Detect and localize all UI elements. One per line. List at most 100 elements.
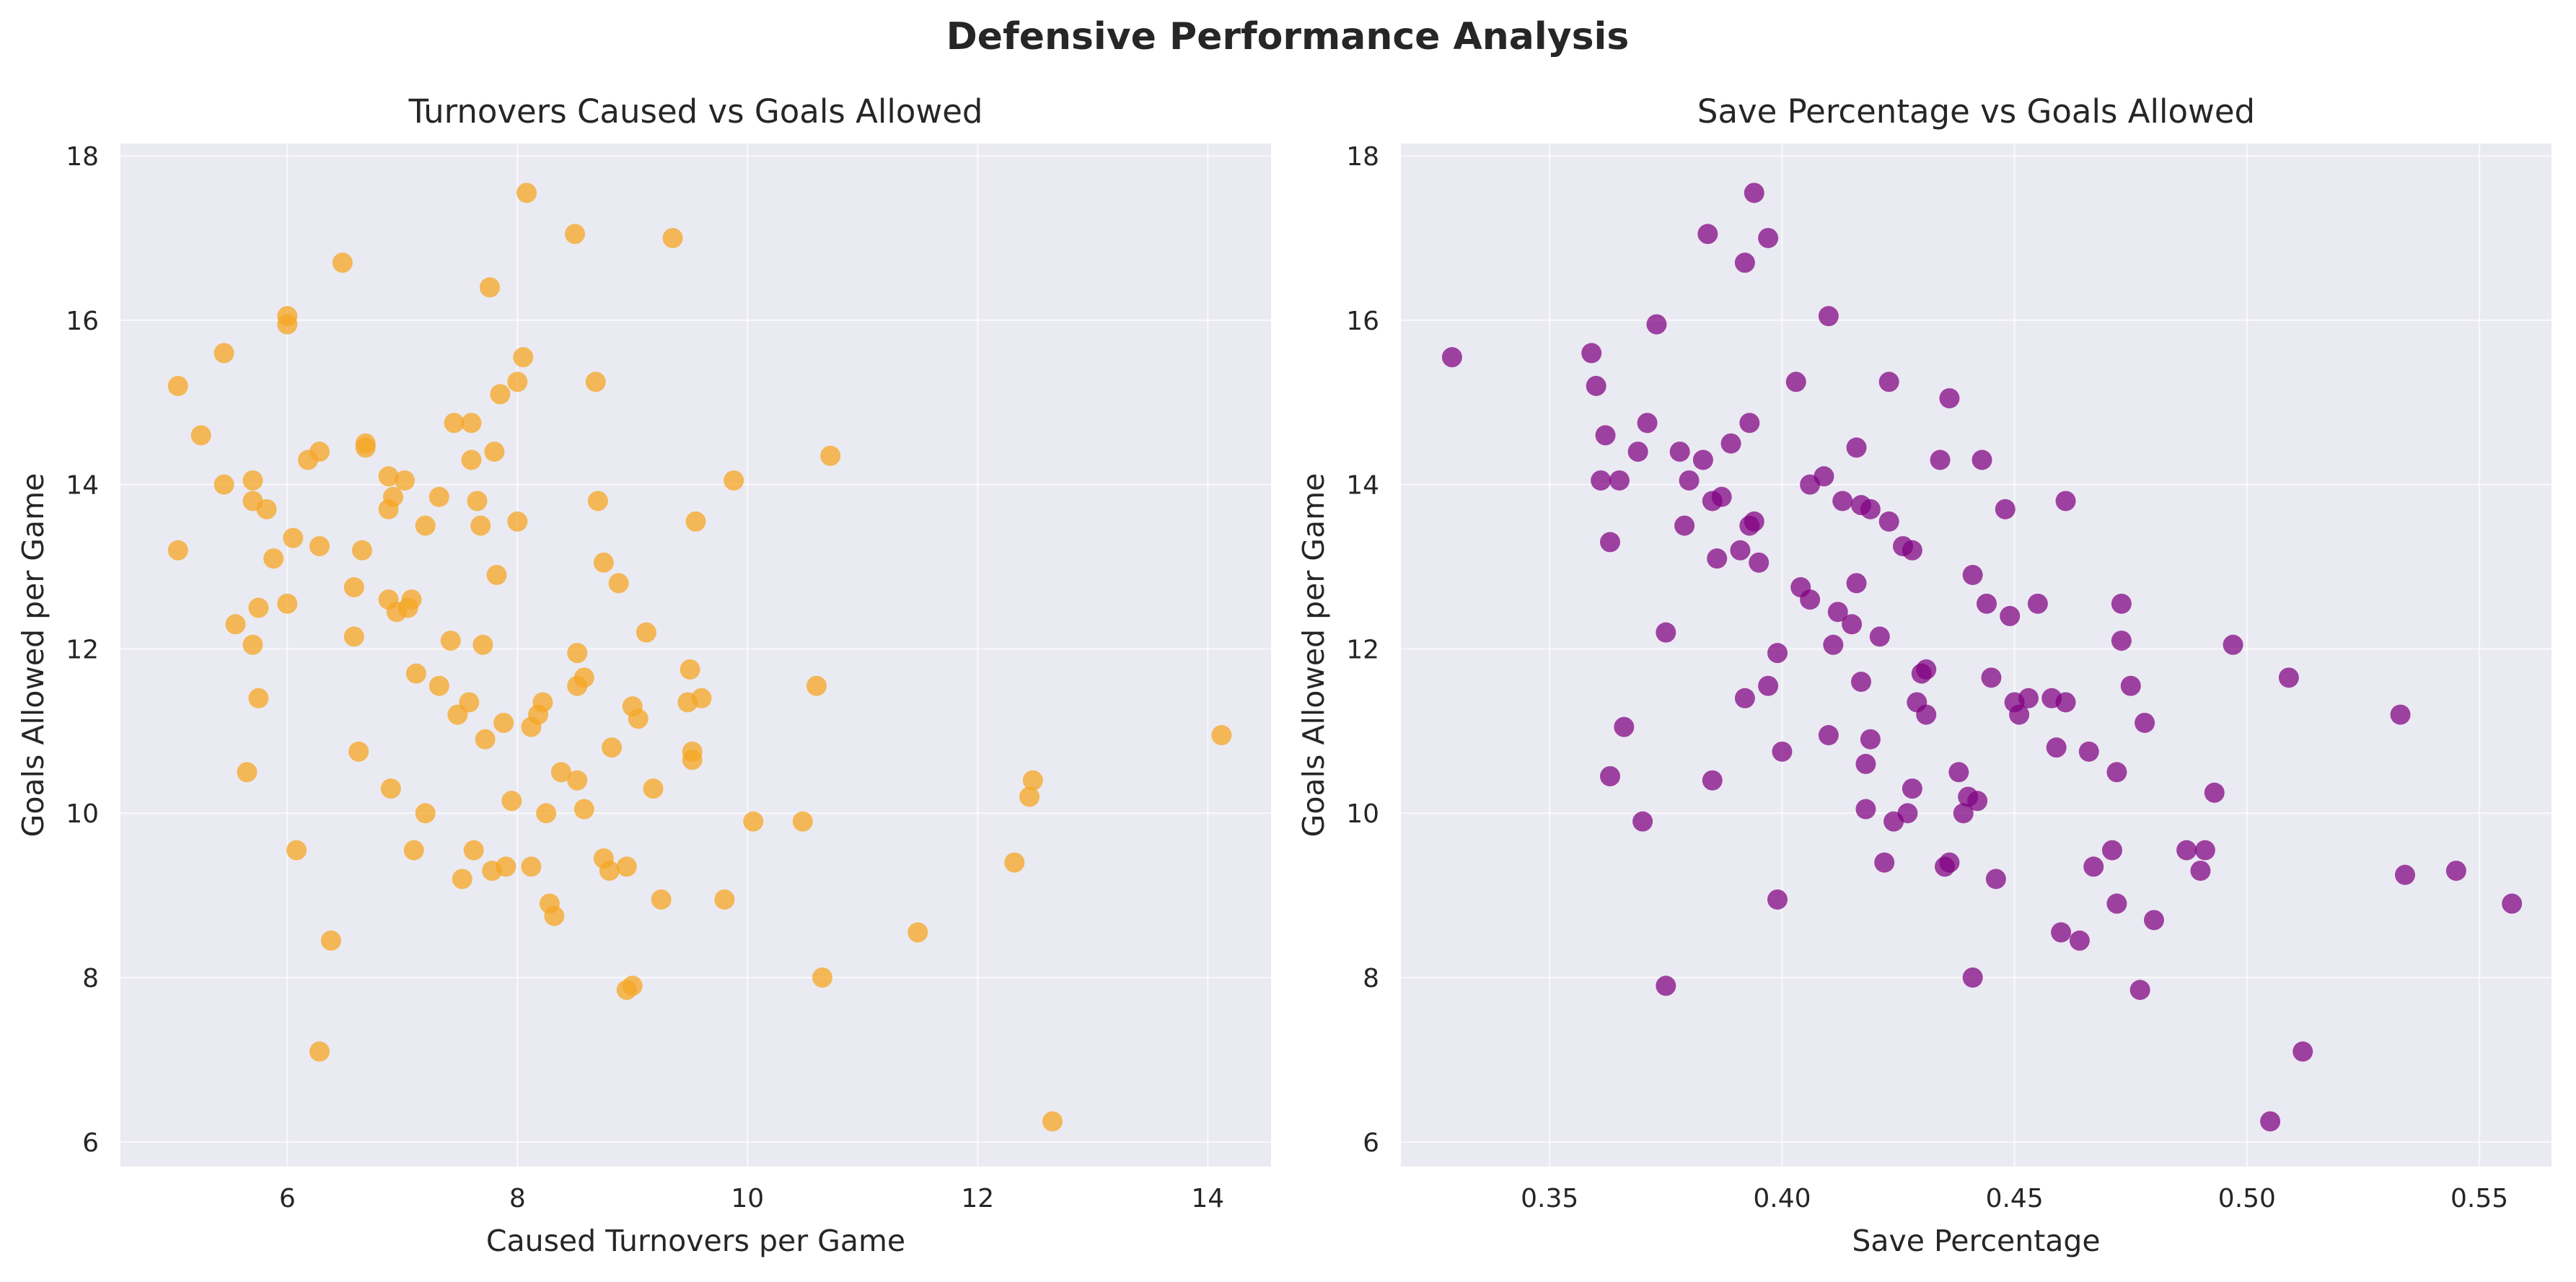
scatter-point bbox=[550, 762, 571, 783]
scatter-point bbox=[415, 803, 436, 824]
scatter-point bbox=[1902, 540, 1922, 561]
scatter-point bbox=[616, 856, 637, 877]
scatter-point bbox=[567, 770, 588, 791]
scatter-point bbox=[587, 491, 608, 512]
scatter-point bbox=[286, 840, 307, 861]
scatter-point bbox=[532, 692, 553, 713]
scatter-point bbox=[2018, 688, 2039, 708]
scatter-point bbox=[1962, 564, 1983, 585]
scatter-point bbox=[1744, 511, 1764, 532]
scatter-point bbox=[1591, 470, 1612, 491]
scatter-point bbox=[1730, 540, 1751, 561]
scatter-point bbox=[2106, 762, 2127, 783]
scatter-point bbox=[1707, 548, 1728, 569]
scatter-point bbox=[452, 869, 472, 890]
scatter-point bbox=[2078, 741, 2099, 762]
scatter-point bbox=[343, 577, 364, 598]
left-points bbox=[167, 183, 1232, 1132]
scatter-point bbox=[1916, 659, 1937, 680]
scatter-point bbox=[461, 413, 482, 434]
scatter-point bbox=[2046, 737, 2067, 758]
scatter-point bbox=[1609, 470, 1630, 491]
y-tick-label: 6 bbox=[1363, 1128, 1379, 1158]
scatter-point bbox=[680, 659, 700, 680]
scatter-point bbox=[516, 183, 537, 203]
scatter-point bbox=[355, 437, 376, 458]
x-tick-label: 10 bbox=[731, 1184, 764, 1213]
scatter-point bbox=[820, 445, 841, 466]
scatter-point bbox=[1767, 643, 1788, 664]
right-y-ticks: 6 8 10 12 14 16 18 bbox=[1346, 142, 1379, 1158]
scatter-point bbox=[513, 347, 534, 368]
scatter-point bbox=[608, 573, 629, 594]
scatter-point bbox=[467, 491, 488, 512]
scatter-point bbox=[1627, 442, 1648, 462]
scatter-point bbox=[743, 811, 764, 832]
scatter-point bbox=[724, 470, 744, 491]
scatter-point bbox=[1637, 413, 1658, 434]
scatter-point bbox=[415, 515, 436, 536]
scatter-point bbox=[1823, 634, 1844, 655]
scatter-point bbox=[1985, 869, 2006, 890]
scatter-point bbox=[573, 667, 594, 688]
scatter-point bbox=[1939, 388, 1960, 409]
y-tick-label: 8 bbox=[1363, 964, 1379, 993]
scatter-point bbox=[1739, 413, 1760, 434]
right-scatter-panel: 0.35 0.40 0.45 0.50 0.55 6 8 10 12 14 16 18 Save P… bbox=[1296, 92, 2551, 1258]
scatter-point bbox=[1595, 425, 1616, 446]
scatter-point bbox=[1860, 729, 1881, 750]
scatter-point bbox=[1720, 433, 1741, 454]
scatter-point bbox=[2009, 704, 2030, 725]
scatter-point bbox=[479, 277, 500, 298]
scatter-point bbox=[320, 930, 341, 951]
scatter-point bbox=[1004, 852, 1025, 873]
scatter-point bbox=[401, 589, 422, 610]
y-tick-label: 12 bbox=[66, 635, 99, 664]
scatter-point bbox=[1846, 573, 1867, 594]
scatter-point bbox=[1656, 622, 1676, 643]
y-tick-label: 14 bbox=[1346, 471, 1379, 501]
scatter-point bbox=[1581, 343, 1602, 364]
scatter-point bbox=[332, 253, 353, 273]
scatter-point bbox=[1669, 442, 1690, 462]
scatter-point bbox=[1874, 852, 1895, 873]
scatter-point bbox=[1767, 889, 1788, 910]
scatter-point bbox=[496, 856, 516, 877]
y-tick-label: 6 bbox=[82, 1128, 99, 1158]
scatter-point bbox=[501, 791, 522, 812]
scatter-point bbox=[1846, 437, 1867, 458]
y-tick-label: 12 bbox=[1346, 635, 1379, 664]
scatter-point bbox=[1939, 852, 1960, 873]
scatter-point bbox=[1749, 552, 1770, 573]
scatter-point bbox=[2176, 840, 2197, 861]
scatter-point bbox=[1981, 667, 2002, 688]
scatter-point bbox=[2135, 712, 2155, 733]
scatter-point bbox=[1832, 491, 1853, 512]
left-x-ticks: 6 8 10 12 14 bbox=[279, 1184, 1224, 1213]
scatter-point bbox=[248, 688, 269, 708]
scatter-point bbox=[1967, 791, 1988, 812]
scatter-point bbox=[1818, 725, 1839, 746]
scatter-point bbox=[459, 692, 480, 713]
scatter-point bbox=[2144, 910, 2164, 931]
scatter-point bbox=[544, 905, 565, 926]
scatter-point bbox=[237, 762, 258, 783]
scatter-point bbox=[1679, 470, 1700, 491]
scatter-point bbox=[256, 499, 277, 519]
scatter-point bbox=[1948, 762, 1969, 783]
scatter-point bbox=[2106, 893, 2127, 914]
scatter-point bbox=[1758, 675, 1779, 696]
right-x-ticks: 0.35 0.40 0.45 0.50 0.55 bbox=[1521, 1184, 2508, 1213]
scatter-point bbox=[283, 527, 304, 548]
scatter-point bbox=[2051, 922, 2072, 943]
y-tick-label: 10 bbox=[1346, 799, 1379, 829]
scatter-point bbox=[486, 564, 507, 585]
scatter-point bbox=[444, 413, 465, 434]
scatter-point bbox=[1814, 466, 1834, 487]
scatter-point bbox=[440, 631, 461, 651]
right-y-axis-label: Goals Allowed per Game bbox=[1296, 473, 1331, 838]
scatter-point bbox=[1878, 372, 1899, 392]
scatter-point bbox=[1211, 725, 1232, 746]
right-points bbox=[1441, 183, 2523, 1132]
scatter-point bbox=[1800, 589, 1821, 610]
